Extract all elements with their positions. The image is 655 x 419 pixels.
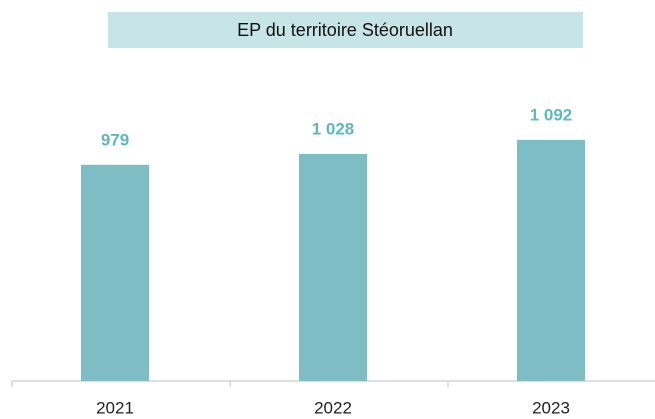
data-label: 1 028 [312,119,355,138]
bar [517,139,585,381]
x-tick-label: 2021 [96,398,134,417]
data-label: 979 [101,130,129,149]
x-tick-label: 2023 [532,398,570,417]
bar [299,153,367,381]
bar [81,164,149,381]
data-label: 1 092 [530,105,573,124]
chart-title: EP du territoire Stéoruellan [237,20,453,40]
title-box [108,12,583,48]
x-tick-label: 2022 [314,398,352,417]
